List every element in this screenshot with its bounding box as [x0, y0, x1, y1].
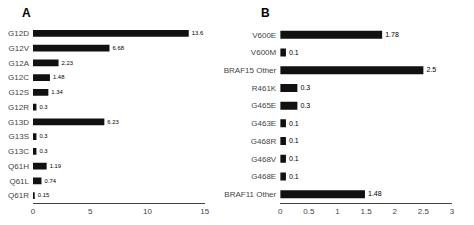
svg-text:1.48: 1.48 [53, 74, 65, 80]
svg-text:G12C: G12C [8, 73, 29, 82]
svg-text:2.5: 2.5 [418, 207, 430, 216]
svg-text:G12V: G12V [9, 44, 30, 53]
svg-text:G13S: G13S [9, 132, 29, 141]
svg-text:0: 0 [31, 207, 36, 216]
svg-text:6.23: 6.23 [107, 119, 119, 125]
svg-text:R461K: R461K [252, 84, 277, 93]
svg-text:5: 5 [88, 207, 93, 216]
svg-text:G468E: G468E [251, 172, 276, 181]
svg-text:15: 15 [200, 207, 209, 216]
svg-text:G468R: G468R [251, 137, 277, 146]
svg-text:2.5: 2.5 [426, 66, 436, 73]
svg-text:G12S: G12S [9, 88, 29, 97]
svg-text:G12D: G12D [8, 29, 29, 38]
svg-text:G12R: G12R [8, 103, 29, 112]
svg-text:0.74: 0.74 [44, 178, 56, 184]
svg-text:G463E: G463E [251, 119, 276, 128]
svg-text:Q61L: Q61L [9, 177, 29, 186]
svg-text:0.3: 0.3 [39, 133, 48, 139]
svg-text:0.1: 0.1 [289, 49, 299, 56]
svg-text:A: A [22, 6, 31, 20]
svg-text:Q61H: Q61H [8, 162, 29, 171]
svg-text:1: 1 [335, 207, 340, 216]
svg-text:G12A: G12A [9, 59, 30, 68]
svg-text:1.34: 1.34 [51, 89, 63, 95]
svg-text:1.48: 1.48 [368, 190, 382, 197]
svg-text:3: 3 [450, 207, 455, 216]
svg-text:G465E: G465E [251, 101, 276, 110]
svg-text:0.1: 0.1 [289, 155, 299, 162]
svg-text:G468V: G468V [251, 155, 277, 164]
svg-text:0: 0 [278, 207, 283, 216]
svg-text:6.68: 6.68 [113, 45, 125, 51]
svg-text:V600E: V600E [252, 31, 276, 40]
svg-text:0.15: 0.15 [38, 192, 50, 198]
svg-text:0.1: 0.1 [289, 120, 299, 127]
svg-text:0.5: 0.5 [303, 207, 315, 216]
svg-text:0.3: 0.3 [300, 84, 310, 91]
svg-text:G13D: G13D [8, 118, 29, 127]
svg-text:G13C: G13C [8, 147, 29, 156]
svg-text:BRAF15 Other: BRAF15 Other [224, 66, 277, 75]
svg-text:2: 2 [393, 207, 398, 216]
svg-text:0.1: 0.1 [289, 137, 299, 144]
svg-text:13.6: 13.6 [192, 30, 204, 36]
svg-text:1.19: 1.19 [50, 163, 61, 169]
svg-text:1.78: 1.78 [385, 31, 399, 38]
svg-text:BRAF11 Other: BRAF11 Other [224, 190, 276, 199]
svg-text:2.23: 2.23 [62, 60, 74, 66]
svg-text:0.3: 0.3 [39, 104, 48, 110]
svg-text:0.1: 0.1 [289, 173, 299, 180]
svg-text:1.5: 1.5 [361, 207, 373, 216]
svg-text:10: 10 [143, 207, 152, 216]
svg-text:V600M: V600M [251, 48, 277, 57]
svg-text:0.3: 0.3 [300, 102, 310, 109]
svg-text:0.3: 0.3 [39, 148, 48, 154]
svg-text:Q61R: Q61R [8, 191, 29, 200]
svg-text:B: B [261, 6, 270, 20]
